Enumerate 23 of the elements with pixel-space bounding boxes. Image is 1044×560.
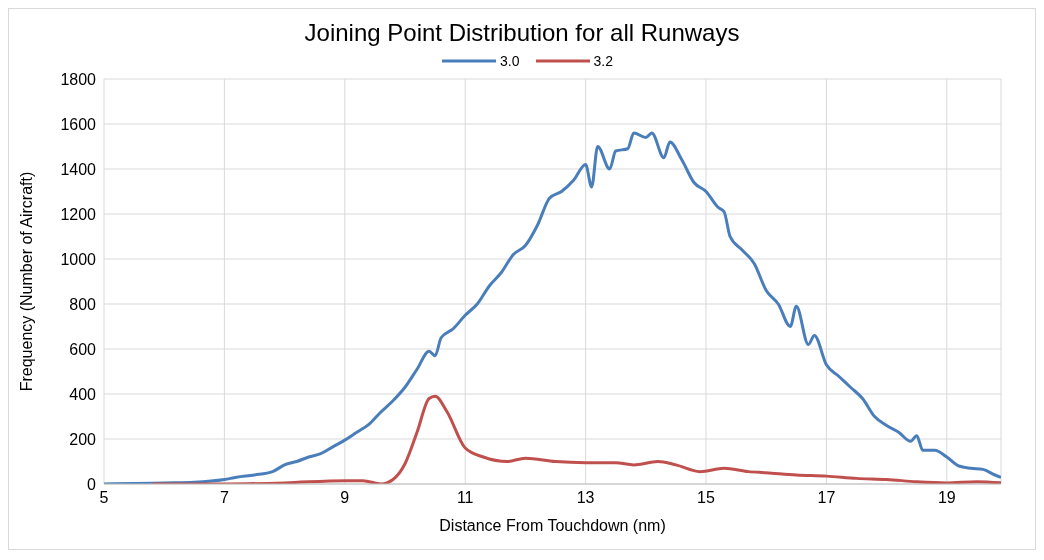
y-tick-label: 1400 <box>60 160 97 178</box>
legend-label: 3.2 <box>593 53 613 69</box>
x-tick-label: 19 <box>937 489 956 507</box>
y-tick-label: 1600 <box>60 115 97 133</box>
x-tick-label: 15 <box>697 489 716 507</box>
x-tick-label: 17 <box>817 489 836 507</box>
legend-label: 3.0 <box>500 53 520 69</box>
x-tick-label: 13 <box>576 489 595 507</box>
y-tick-label: 600 <box>69 340 97 358</box>
y-tick-label: 1000 <box>60 250 97 268</box>
x-tick-label: 7 <box>219 489 229 507</box>
x-tick-label: 5 <box>99 489 109 507</box>
y-axis-title: Frequency (Number of Aircraft) <box>17 171 35 392</box>
x-axis-title: Distance From Touchdown (nm) <box>439 517 666 534</box>
y-tick-label: 400 <box>69 385 97 403</box>
y-tick-label: 1200 <box>60 205 97 223</box>
x-tick-label: 9 <box>340 489 350 507</box>
y-tick-label: 200 <box>69 430 97 448</box>
y-tick-label: 800 <box>69 295 97 313</box>
x-tick-label: 11 <box>456 489 474 507</box>
chart-title: Joining Point Distribution for all Runways <box>303 19 741 48</box>
y-tick-label: 1800 <box>60 70 97 88</box>
y-tick-label: 0 <box>87 475 97 493</box>
